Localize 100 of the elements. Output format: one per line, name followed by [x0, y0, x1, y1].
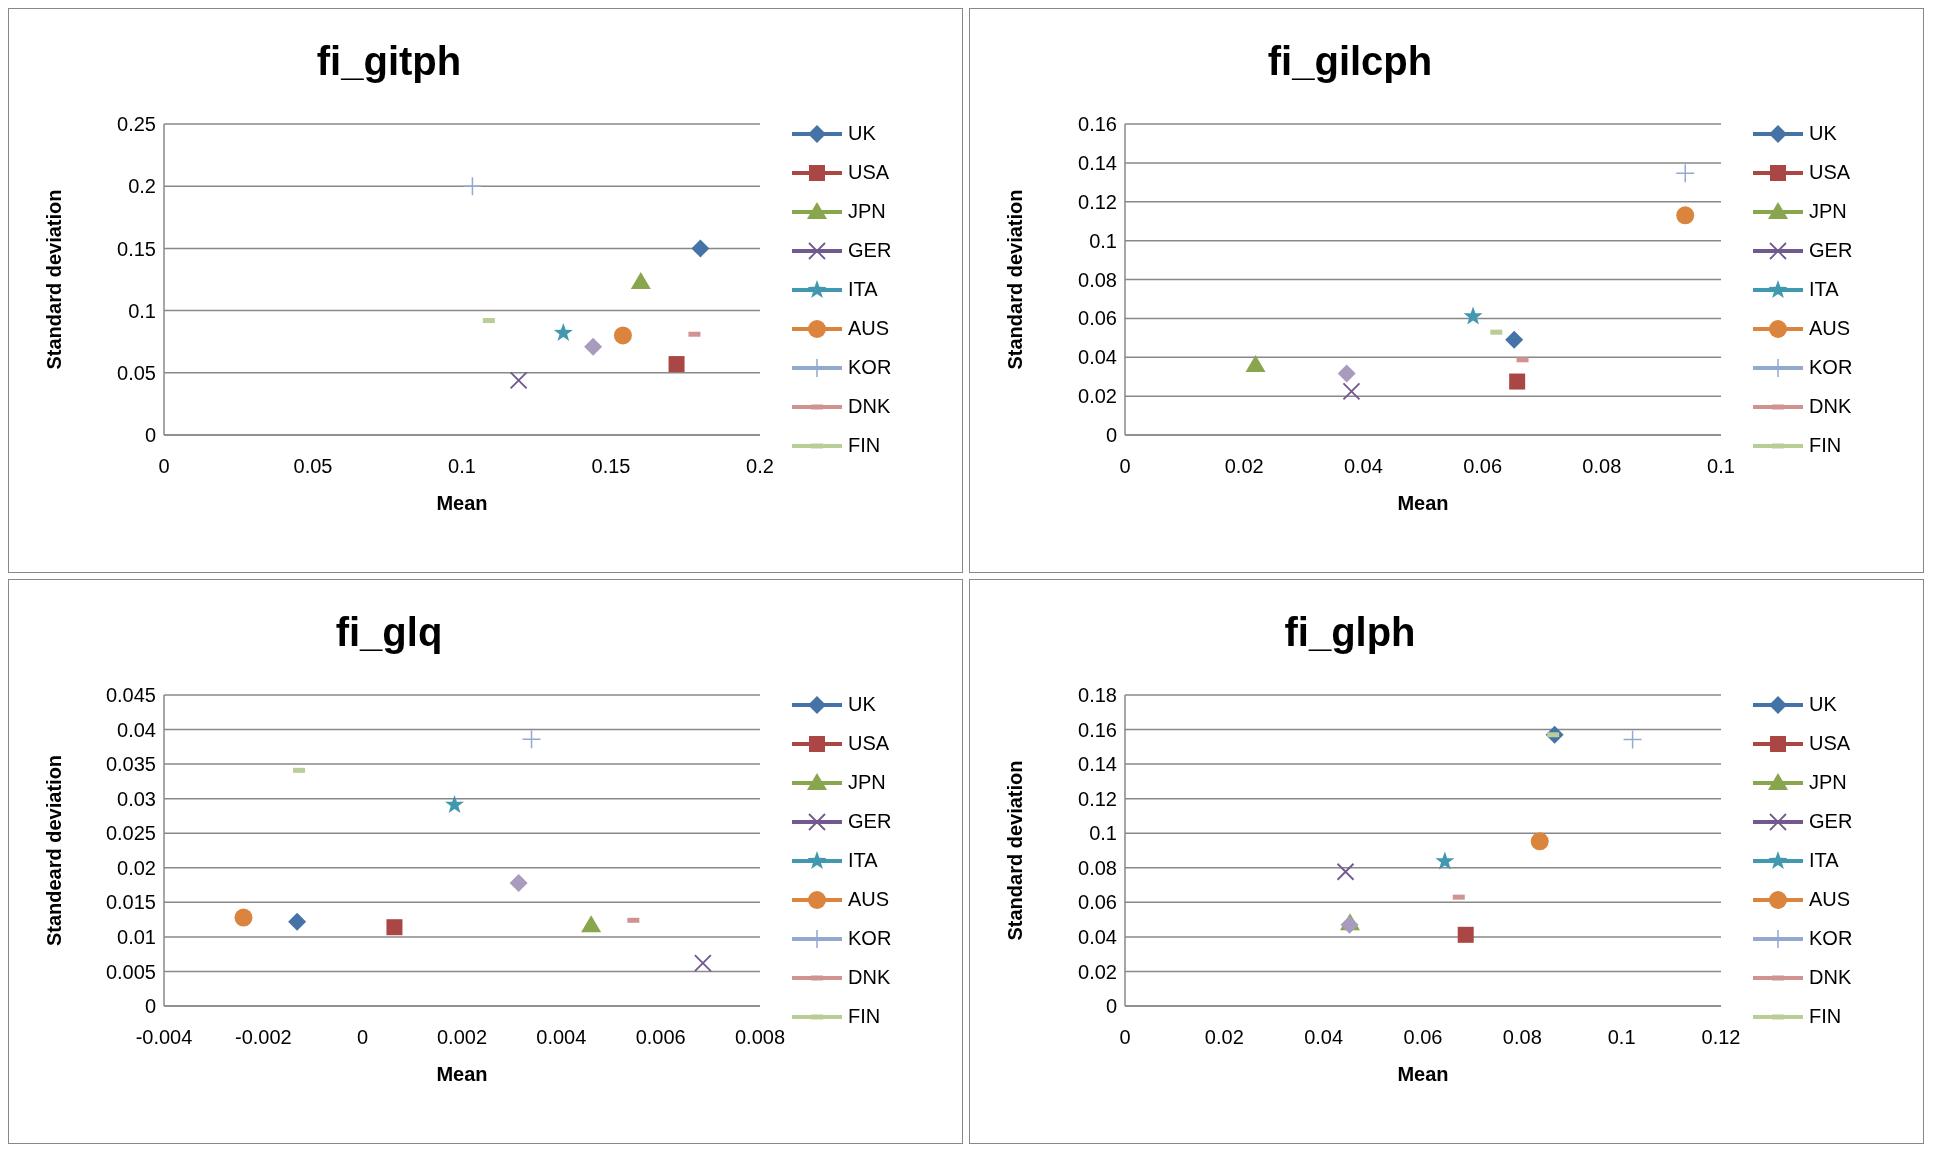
legend-label: FIN: [848, 1005, 881, 1028]
y-tick-label: 0.06: [1078, 891, 1117, 914]
y-tick-label: 0: [144, 995, 156, 1018]
y-tick-label: 0.14: [1078, 151, 1117, 174]
legend-label: UK: [1809, 122, 1837, 145]
y-tick-label: 0.16: [1078, 113, 1117, 136]
x-tick-label: 0: [158, 455, 170, 478]
legend-label: KOR: [1809, 927, 1853, 950]
y-tick-label: 0.2: [128, 175, 156, 198]
legend-label: FIN: [1809, 1005, 1842, 1028]
point: [584, 337, 603, 356]
y-tick-label: 0.12: [1078, 190, 1117, 213]
y-tick-label: 0.06: [1078, 307, 1117, 330]
y-tick-label: 0.015: [105, 891, 156, 914]
y-axis-title: Standard deviation: [43, 189, 66, 370]
x-tick-label: 0.05: [293, 455, 333, 478]
chart-title: fi_gitph: [315, 39, 463, 84]
legend-label: KOR: [848, 927, 892, 950]
x-axis-title: Mean: [1397, 492, 1449, 514]
x-tick-label: 0.06: [1463, 455, 1503, 478]
legend-label: USA: [1809, 732, 1851, 755]
legend-label: FIN: [848, 434, 881, 457]
x-axis-title: Mean: [1397, 1063, 1449, 1085]
y-tick-label: 0.1: [128, 299, 156, 322]
point: [630, 271, 651, 289]
y-tick-label: 0: [1105, 995, 1117, 1018]
x-tick-label: -0.004: [135, 1026, 193, 1049]
point: [1245, 355, 1266, 373]
y-tick-label: 0.04: [117, 718, 156, 741]
legend-label: ITA: [1809, 849, 1839, 872]
x-tick-label: 0.02: [1204, 1026, 1244, 1049]
legend-label: JPN: [848, 200, 886, 223]
legend-label: GER: [1809, 810, 1853, 833]
point: [445, 794, 465, 813]
point: [462, 176, 483, 196]
point: [386, 919, 403, 936]
x-tick-label: 0.15: [591, 455, 631, 478]
point: [1435, 851, 1455, 870]
point: [288, 912, 307, 931]
y-tick-label: 0.16: [1078, 718, 1117, 741]
y-axis-title: Standard deviation: [1004, 760, 1027, 941]
y-tick-label: 0.1: [1089, 822, 1117, 845]
y-tick-label: 0.1: [1089, 229, 1117, 252]
legend-label: USA: [848, 732, 890, 755]
point: [691, 239, 710, 258]
legend-label: DNK: [848, 395, 891, 418]
point: [553, 322, 573, 342]
x-tick-label: 0.1: [1707, 455, 1735, 478]
legend-label: UK: [848, 122, 876, 145]
y-tick-label: 0.05: [117, 361, 156, 384]
y-tick-label: 0: [144, 424, 156, 447]
y-tick-label: 0.01: [117, 925, 156, 948]
legend-label: DNK: [1809, 395, 1852, 418]
x-tick-label: 0.1: [1607, 1026, 1636, 1049]
x-axis-title: Mean: [436, 492, 488, 514]
x-tick-label: 0.2: [746, 455, 774, 478]
legend-label: ITA: [1809, 278, 1839, 301]
y-tick-label: 0: [1105, 424, 1117, 447]
legend-label: DNK: [848, 966, 891, 989]
legend-label: AUS: [1809, 888, 1851, 911]
y-tick-label: 0.025: [105, 822, 156, 845]
x-tick-label: 0: [357, 1026, 369, 1049]
x-tick-label: 0.008: [734, 1026, 786, 1049]
point: [1675, 163, 1695, 184]
y-axis-title: Standeard deviation: [43, 754, 66, 947]
y-tick-label: 0.02: [117, 856, 156, 879]
legend-label: GER: [848, 810, 892, 833]
legend-label: ITA: [848, 278, 878, 301]
y-tick-label: 0.02: [1078, 960, 1117, 983]
point: [1676, 206, 1695, 225]
legend-label: USA: [848, 161, 890, 184]
point: [1509, 373, 1526, 390]
x-tick-label: 0: [1119, 1026, 1131, 1049]
chart-title: fi_glq: [334, 610, 444, 655]
x-tick-label: 0.12: [1701, 1026, 1741, 1049]
legend-label: DNK: [1809, 966, 1852, 989]
point: [1457, 926, 1474, 943]
y-tick-label: 0.035: [105, 753, 156, 776]
x-tick-label: -0.002: [234, 1026, 292, 1049]
x-tick-label: 0.08: [1502, 1026, 1542, 1049]
legend-label: USA: [1809, 161, 1851, 184]
legend-label: UK: [1809, 693, 1837, 716]
x-tick-label: 0.06: [1403, 1026, 1443, 1049]
legend-label: ITA: [848, 849, 878, 872]
y-tick-label: 0.18: [1078, 684, 1117, 707]
x-axis-title: Mean: [436, 1063, 488, 1085]
x-tick-label: 0.004: [536, 1026, 587, 1049]
y-tick-label: 0.02: [1078, 385, 1117, 408]
point: [1530, 832, 1549, 851]
point: [521, 729, 542, 749]
point: [693, 954, 712, 973]
point: [509, 371, 528, 390]
y-axis-title: Standard deviation: [1004, 189, 1027, 370]
legend-label: JPN: [848, 771, 886, 794]
y-tick-label: 0.08: [1078, 268, 1117, 291]
x-tick-label: 0: [1119, 455, 1131, 478]
y-tick-label: 0.03: [117, 787, 156, 810]
x-tick-label: 0.006: [635, 1026, 686, 1049]
point: [1463, 306, 1483, 325]
point: [613, 326, 632, 345]
